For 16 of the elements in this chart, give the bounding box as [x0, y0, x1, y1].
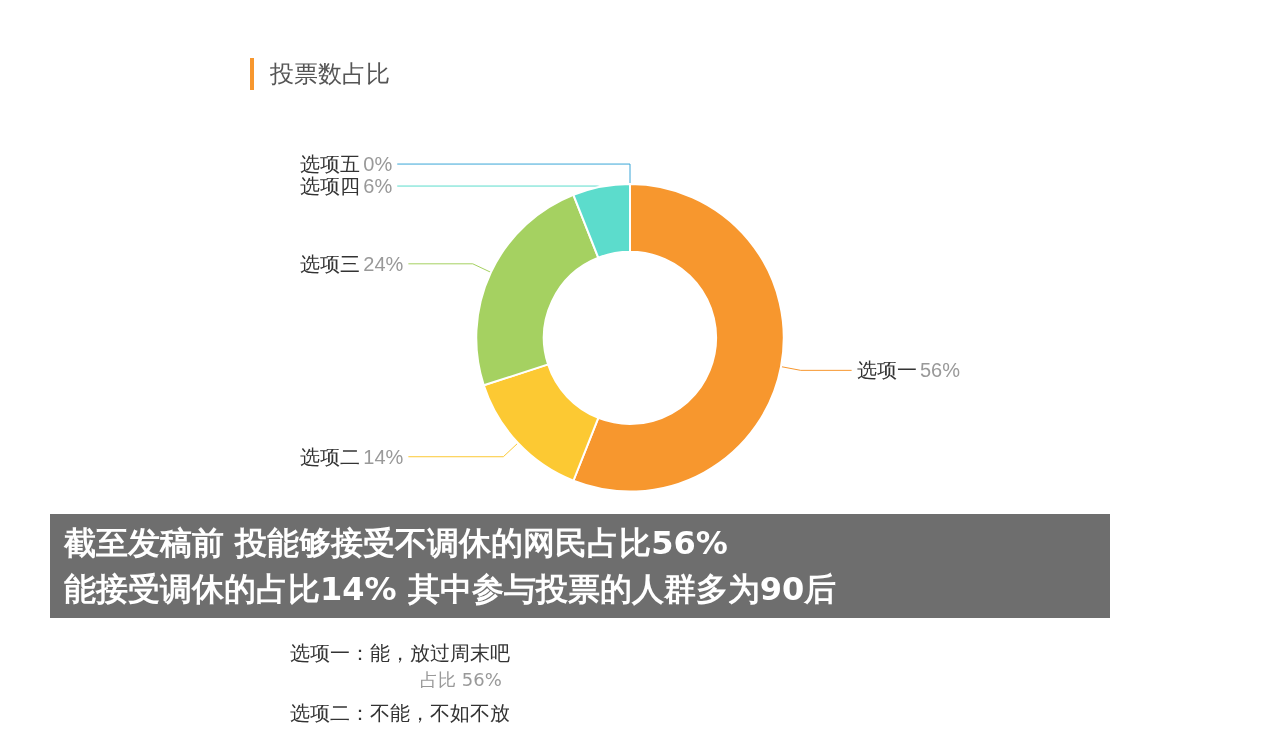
- data-label: 24%: [363, 252, 404, 275]
- category-label: 选项五: [300, 153, 360, 176]
- text: 选项二：不能，不如不放: [290, 700, 510, 727]
- data-label: 6%: [363, 175, 393, 198]
- slice-label: 选项四: [300, 175, 360, 198]
- slice-label: 选项二: [300, 445, 360, 468]
- slice-label: 选项三: [300, 252, 360, 275]
- data-label: 56%: [919, 359, 961, 382]
- slice-label: 选项一: [856, 359, 917, 382]
- text: 选项一：能，放过周末吧: [290, 640, 510, 667]
- text: 能接受调休的占比14% 其中参与投票的人群多为90后: [64, 569, 838, 610]
- data-label: 14%: [363, 445, 404, 468]
- text: 截至发稿前 投能够接受不调休的网民占比56%: [64, 523, 729, 564]
- text: 0%: [363, 153, 393, 176]
- chart-title: 投票数占比: [250, 58, 390, 90]
- text: 占比 56%: [420, 668, 502, 692]
